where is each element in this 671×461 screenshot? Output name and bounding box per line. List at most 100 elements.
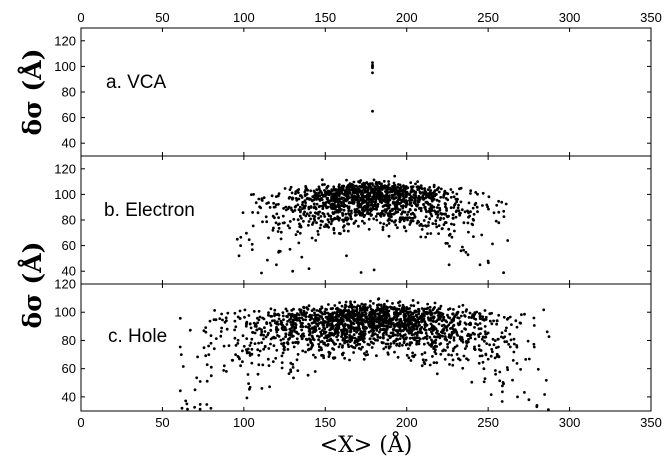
data-point xyxy=(319,215,323,218)
data-point xyxy=(274,221,278,225)
data-point xyxy=(428,203,432,206)
data-point xyxy=(401,343,404,347)
data-point xyxy=(363,188,367,192)
data-point xyxy=(275,330,279,334)
data-point xyxy=(489,354,493,358)
data-point xyxy=(323,327,327,331)
data-point xyxy=(359,211,362,215)
data-point xyxy=(185,402,189,406)
data-point xyxy=(242,344,246,348)
data-point xyxy=(435,361,439,365)
data-point xyxy=(309,340,312,344)
data-point xyxy=(438,208,442,212)
data-point xyxy=(325,197,329,201)
data-point xyxy=(461,310,465,314)
data-point xyxy=(480,354,484,358)
data-point xyxy=(381,225,385,229)
data-point xyxy=(317,342,321,346)
data-point xyxy=(351,188,355,192)
data-point xyxy=(427,209,431,213)
data-point xyxy=(385,192,389,195)
data-point xyxy=(321,205,325,209)
data-point xyxy=(462,221,466,225)
data-point xyxy=(385,299,389,303)
data-point xyxy=(349,216,352,220)
data-point xyxy=(398,337,402,340)
data-point xyxy=(250,347,254,351)
data-point xyxy=(373,203,377,206)
data-point xyxy=(368,324,372,328)
data-point xyxy=(459,314,463,318)
data-point xyxy=(362,330,366,333)
data-point xyxy=(509,338,513,342)
data-point xyxy=(284,205,288,209)
data-point xyxy=(368,305,372,309)
data-point xyxy=(275,263,278,267)
data-point xyxy=(337,190,341,194)
data-point xyxy=(402,325,405,329)
data-point xyxy=(219,334,223,338)
data-point xyxy=(408,341,412,345)
data-point xyxy=(376,335,380,339)
data-point xyxy=(366,205,370,209)
data-point xyxy=(299,209,302,212)
data-point xyxy=(435,319,438,323)
data-point xyxy=(495,346,498,349)
data-point xyxy=(348,304,352,308)
data-point xyxy=(332,185,336,189)
data-point xyxy=(432,307,435,311)
data-point xyxy=(328,323,331,327)
data-point xyxy=(451,358,455,362)
data-point xyxy=(404,309,408,312)
data-point xyxy=(412,333,416,336)
data-point xyxy=(405,342,409,346)
data-point xyxy=(417,339,421,343)
data-point xyxy=(291,210,295,214)
data-point xyxy=(334,342,337,346)
data-point xyxy=(250,242,254,246)
data-point xyxy=(381,205,385,208)
data-point xyxy=(459,249,463,253)
data-point xyxy=(455,353,459,356)
data-point xyxy=(312,202,316,206)
data-point xyxy=(439,195,443,199)
data-point xyxy=(221,318,224,322)
data-point xyxy=(481,204,484,207)
data-point xyxy=(460,208,464,212)
data-point xyxy=(280,366,284,370)
data-point xyxy=(343,332,347,336)
data-point xyxy=(267,313,270,317)
data-point xyxy=(467,316,471,319)
data-point xyxy=(430,345,433,348)
data-point xyxy=(420,228,424,231)
data-point xyxy=(245,396,249,400)
data-point xyxy=(437,232,440,236)
data-point xyxy=(365,350,369,354)
data-point xyxy=(457,357,460,361)
data-point xyxy=(414,182,417,186)
data-point xyxy=(448,307,452,310)
data-point xyxy=(292,376,295,380)
data-point xyxy=(280,326,284,330)
data-point xyxy=(315,202,319,206)
data-point xyxy=(415,339,419,343)
data-point xyxy=(434,219,438,223)
data-point xyxy=(247,238,251,242)
data-point xyxy=(505,326,508,330)
data-point xyxy=(382,347,386,351)
data-point xyxy=(389,342,393,345)
data-point xyxy=(330,332,334,336)
data-point xyxy=(475,205,479,209)
data-point xyxy=(363,182,367,186)
panel-a-label: a. VCA xyxy=(106,72,167,93)
data-point xyxy=(502,271,505,275)
data-point xyxy=(306,373,310,377)
data-point xyxy=(326,218,330,222)
data-point xyxy=(286,207,290,211)
data-point xyxy=(473,326,476,329)
data-point xyxy=(291,269,295,273)
data-point xyxy=(372,207,375,211)
data-point xyxy=(385,333,388,336)
data-point xyxy=(348,191,352,195)
data-point xyxy=(470,380,474,384)
